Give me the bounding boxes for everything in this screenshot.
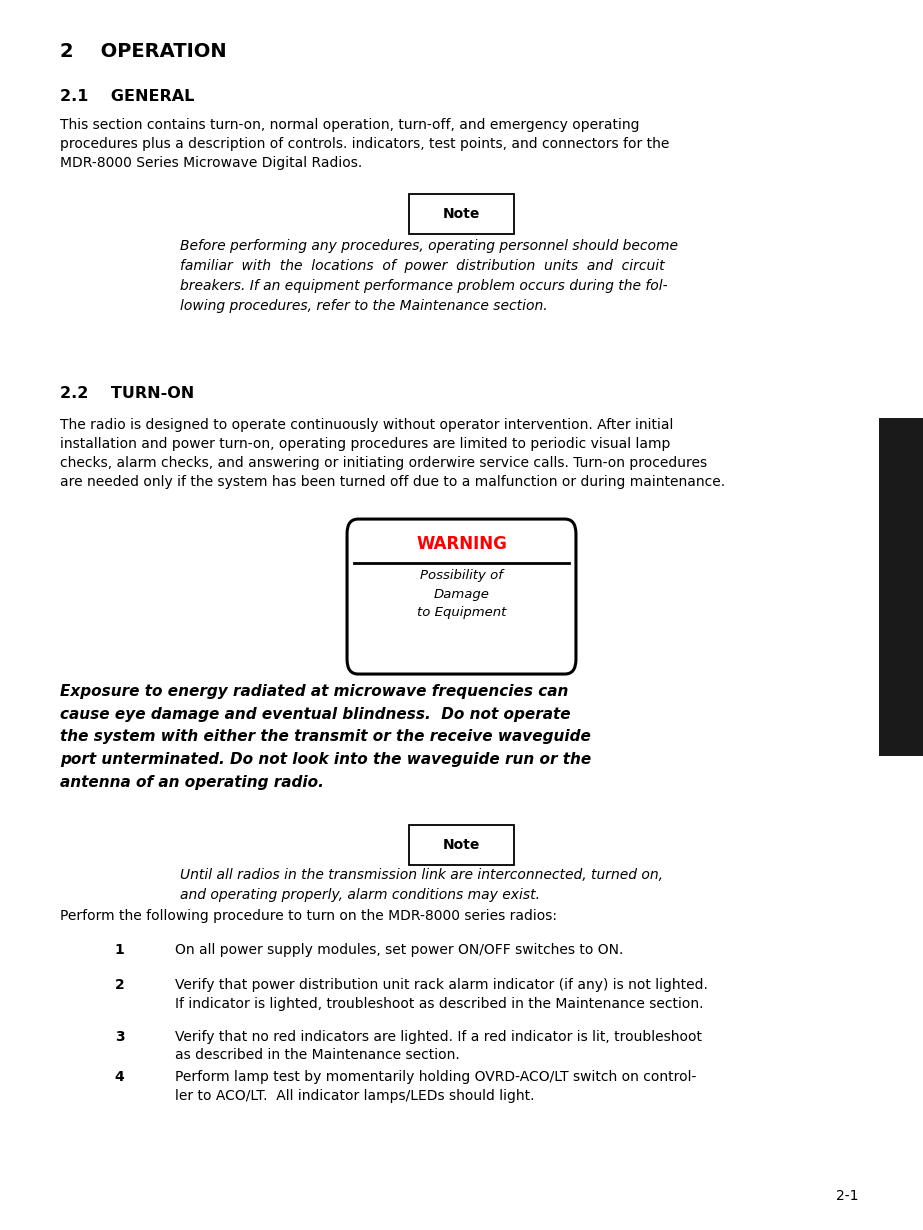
FancyBboxPatch shape [347, 519, 576, 674]
Text: 2: 2 [114, 978, 125, 991]
Text: On all power supply modules, set power ON/OFF switches to ON.: On all power supply modules, set power O… [175, 943, 624, 957]
Text: WARNING: WARNING [416, 535, 507, 552]
Text: 2.2    TURN-ON: 2.2 TURN-ON [60, 386, 194, 401]
Text: Verify that no red indicators are lighted. If a red indicator is lit, troublesho: Verify that no red indicators are lighte… [175, 1030, 702, 1063]
Text: Note: Note [443, 207, 480, 221]
Text: Until all radios in the transmission link are interconnected, turned on,
and ope: Until all radios in the transmission lin… [180, 868, 663, 903]
Text: The radio is designed to operate continuously without operator intervention. Aft: The radio is designed to operate continu… [60, 418, 725, 490]
Text: Before performing any procedures, operating personnel should become
familiar  wi: Before performing any procedures, operat… [180, 239, 678, 312]
Text: This section contains turn-on, normal operation, turn-off, and emergency operati: This section contains turn-on, normal op… [60, 118, 669, 170]
Text: Possibility of
Damage
to Equipment: Possibility of Damage to Equipment [417, 569, 506, 620]
Text: 3: 3 [115, 1030, 125, 1043]
Text: 2    OPERATION: 2 OPERATION [60, 42, 227, 60]
Text: Note: Note [443, 838, 480, 852]
Text: Perform lamp test by momentarily holding OVRD-ACO/LT switch on control-
ler to A: Perform lamp test by momentarily holding… [175, 1070, 697, 1103]
Text: Perform the following procedure to turn on the MDR-8000 series radios:: Perform the following procedure to turn … [60, 909, 557, 922]
Text: Verify that power distribution unit rack alarm indicator (if any) is not lighted: Verify that power distribution unit rack… [175, 978, 708, 1011]
FancyBboxPatch shape [410, 825, 513, 865]
Text: 2-1: 2-1 [836, 1189, 858, 1203]
Text: 2.1    GENERAL: 2.1 GENERAL [60, 89, 195, 103]
FancyBboxPatch shape [410, 194, 513, 234]
FancyBboxPatch shape [879, 418, 923, 756]
Text: 4: 4 [114, 1070, 125, 1084]
Text: Exposure to energy radiated at microwave frequencies can
cause eye damage and ev: Exposure to energy radiated at microwave… [60, 684, 592, 790]
Text: 1: 1 [114, 943, 125, 957]
